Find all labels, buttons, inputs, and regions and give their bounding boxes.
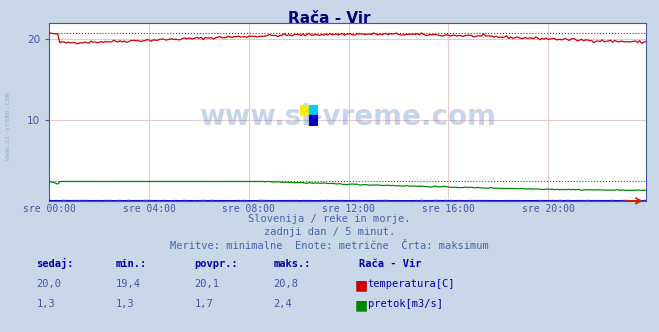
- Text: 2,4: 2,4: [273, 299, 292, 309]
- Bar: [300, 105, 309, 116]
- Text: sedaj:: sedaj:: [36, 258, 74, 269]
- Text: Meritve: minimalne  Enote: metrične  Črta: maksimum: Meritve: minimalne Enote: metrične Črta:…: [170, 241, 489, 251]
- Text: maks.:: maks.:: [273, 259, 311, 269]
- Bar: [309, 116, 318, 126]
- Text: pretok[m3/s]: pretok[m3/s]: [368, 299, 443, 309]
- Text: 20,8: 20,8: [273, 279, 299, 289]
- Text: Rača - Vir: Rača - Vir: [359, 259, 422, 269]
- Text: sre 16:00: sre 16:00: [422, 204, 475, 214]
- Text: www.si-vreme.com: www.si-vreme.com: [5, 92, 11, 160]
- Text: 1,3: 1,3: [115, 299, 134, 309]
- Text: 1,3: 1,3: [36, 299, 55, 309]
- Text: 19,4: 19,4: [115, 279, 140, 289]
- Text: sre 00:00: sre 00:00: [23, 204, 76, 214]
- Text: sre 04:00: sre 04:00: [123, 204, 175, 214]
- Text: ■: ■: [355, 279, 368, 292]
- Text: sre 08:00: sre 08:00: [223, 204, 275, 214]
- Text: zadnji dan / 5 minut.: zadnji dan / 5 minut.: [264, 227, 395, 237]
- Text: povpr.:: povpr.:: [194, 259, 238, 269]
- Bar: [309, 105, 318, 116]
- Text: www.si-vreme.com: www.si-vreme.com: [199, 103, 496, 131]
- Text: ■: ■: [355, 298, 368, 312]
- Text: sre 12:00: sre 12:00: [322, 204, 375, 214]
- Text: temperatura[C]: temperatura[C]: [368, 279, 455, 289]
- Text: sre 20:00: sre 20:00: [522, 204, 575, 214]
- Text: 20,0: 20,0: [36, 279, 61, 289]
- Text: 1,7: 1,7: [194, 299, 213, 309]
- Text: Rača - Vir: Rača - Vir: [288, 11, 371, 26]
- Text: 20,1: 20,1: [194, 279, 219, 289]
- Text: Slovenija / reke in morje.: Slovenija / reke in morje.: [248, 214, 411, 224]
- Text: min.:: min.:: [115, 259, 146, 269]
